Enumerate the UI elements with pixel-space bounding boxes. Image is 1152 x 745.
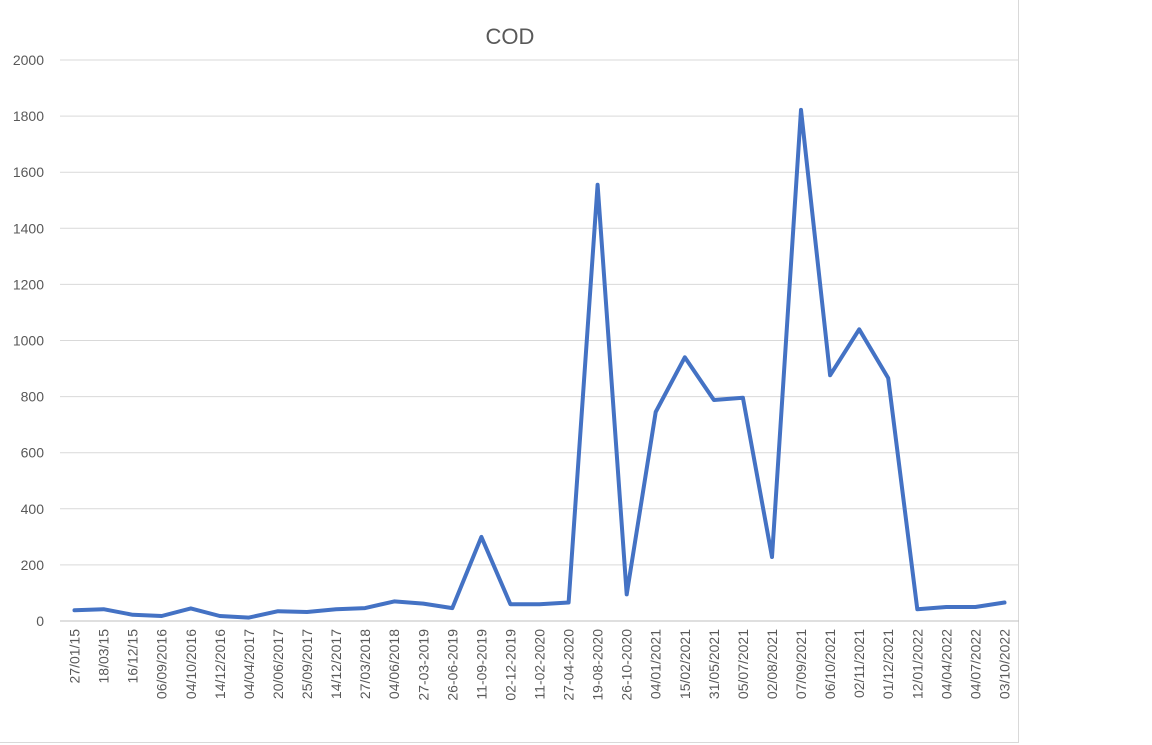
- x-tick-label: 01/12/2021: [880, 629, 896, 699]
- y-tick-label: 200: [21, 557, 45, 573]
- x-tick-label: 27/01/15: [67, 629, 83, 684]
- x-tick-label: 02/11/2021: [851, 629, 867, 698]
- x-tick-label: 02-12-2019: [502, 629, 518, 701]
- y-tick-label: 600: [21, 445, 45, 461]
- x-tick-label: 02/08/2021: [764, 629, 780, 699]
- y-tick-label: 1800: [13, 108, 44, 124]
- x-tick-label: 15/02/2021: [677, 629, 693, 699]
- chart-frame: COD 0 200 400 600 800 1000 1200 1400 1600 1800 200…: [0, 0, 1019, 743]
- x-tick-label: 07/09/2021: [793, 629, 809, 699]
- y-tick-label: 2000: [13, 52, 44, 68]
- x-tick-label: 06/09/2016: [154, 629, 170, 699]
- x-tick-label: 04/06/2018: [386, 629, 402, 699]
- y-tick-label: 1400: [13, 220, 44, 236]
- x-axis-ticks: 27/01/15 18/03/15 16/12/15 06/09/2016 04/10/…: [67, 629, 1013, 701]
- x-tick-label: 11-02-2020: [532, 629, 548, 700]
- y-tick-label: 0: [36, 613, 44, 629]
- y-tick-label: 1600: [13, 164, 44, 180]
- x-tick-label: 04/10/2016: [183, 629, 199, 699]
- chart-title: COD: [486, 24, 535, 49]
- x-tick-label: 12/01/2022: [909, 629, 925, 699]
- x-tick-label: 20/06/2017: [270, 629, 286, 699]
- y-tick-label: 800: [21, 389, 45, 405]
- x-tick-label: 27/03/2018: [357, 629, 373, 699]
- x-tick-label: 11-09-2019: [473, 629, 489, 700]
- x-tick-label: 19-08-2020: [590, 629, 606, 701]
- y-tick-label: 1000: [13, 333, 44, 349]
- x-tick-label: 18/03/15: [96, 629, 112, 684]
- gridlines: [60, 59, 1019, 622]
- y-tick-label: 1200: [13, 276, 44, 292]
- x-tick-label: 04/07/2022: [967, 629, 983, 699]
- x-tick-label: 05/07/2021: [735, 629, 751, 699]
- y-tick-label: 400: [21, 501, 45, 517]
- x-tick-label: 04/04/2022: [938, 629, 954, 699]
- x-tick-label: 04/04/2017: [241, 629, 257, 699]
- x-tick-label: 03/10/2022: [996, 629, 1012, 699]
- x-tick-label: 04/01/2021: [648, 629, 664, 699]
- x-tick-label: 26-06-2019: [444, 629, 460, 701]
- cod-line-chart: COD 0 200 400 600 800 1000 1200 1400 1600 1800 200…: [13, 24, 1019, 701]
- x-tick-label: 26-10-2020: [619, 629, 635, 701]
- x-tick-label: 31/05/2021: [706, 629, 722, 699]
- x-tick-label: 14/12/2017: [328, 629, 344, 699]
- series-layer: [72, 107, 1007, 620]
- y-axis-ticks: 0 200 400 600 800 1000 1200 1400 1600 1800 2000: [13, 52, 44, 629]
- x-tick-label: 16/12/15: [125, 629, 141, 684]
- x-tick-label: 27-04-2020: [561, 629, 577, 701]
- x-tick-label: 27-03-2019: [415, 629, 431, 701]
- x-tick-label: 25/09/2017: [299, 629, 315, 699]
- x-tick-label: 06/10/2021: [822, 629, 838, 699]
- series-line-0: [72, 107, 1007, 620]
- x-tick-label: 14/12/2016: [212, 629, 228, 699]
